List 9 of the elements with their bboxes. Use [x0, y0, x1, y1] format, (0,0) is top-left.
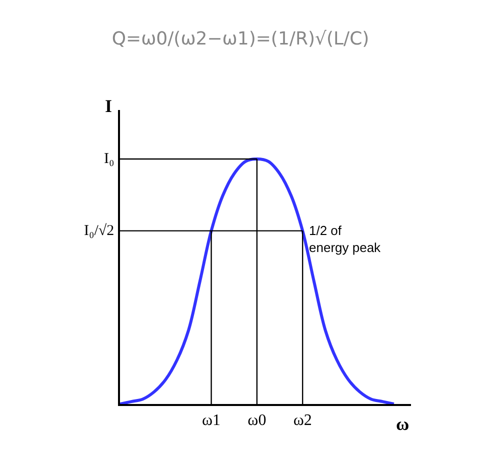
ref-line-label: I₀: [104, 151, 114, 167]
x-tick-label: ω0: [248, 412, 266, 429]
x-tick-label: ω2: [293, 412, 312, 429]
ref-line-label: I₀/√2: [84, 223, 114, 239]
chart-title: Q=ω0/(ω2−ω1)=(1/R)√(L/C): [112, 28, 370, 50]
annotation: 1/2 of energy peak: [309, 223, 382, 255]
x-axis-title: ω: [396, 414, 410, 434]
y-axis-title: I: [105, 96, 112, 116]
x-tick-label: ω1: [202, 412, 221, 429]
